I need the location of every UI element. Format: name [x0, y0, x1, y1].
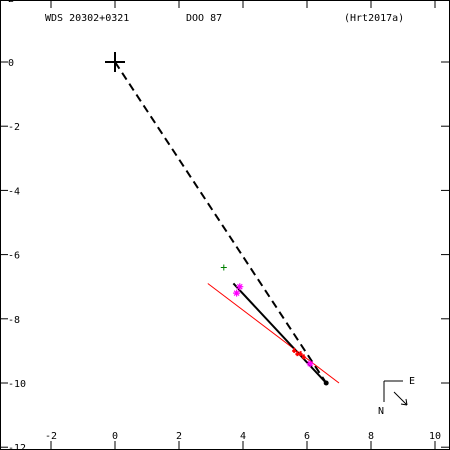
- solid-segment: [232, 282, 327, 384]
- dashed-line: [114, 61, 328, 384]
- endpoint-dot: [323, 380, 329, 386]
- early-measurement-point: [220, 264, 227, 271]
- compass-arrowhead-icon: [400, 398, 408, 406]
- y-tick-label: 0: [8, 58, 14, 69]
- y-tick-label: -4: [8, 186, 20, 197]
- y-tick-label: -2: [8, 122, 20, 133]
- fit-line: [207, 283, 340, 384]
- y-tick-label: -6: [8, 251, 20, 262]
- disc-label: DOO 87: [186, 13, 222, 24]
- measurement-point: [236, 283, 244, 291]
- compass-east-label: E: [409, 376, 415, 387]
- plot-marks: [105, 52, 340, 386]
- y-tick-label: 2: [8, 0, 14, 5]
- x-tick-label: 10: [429, 431, 441, 442]
- x-tick-label: 8: [368, 431, 374, 442]
- compass-north-label: N: [378, 406, 384, 417]
- y-tick-label: -8: [8, 315, 20, 326]
- recent-measurement-point: [298, 351, 303, 357]
- measurement-point: [306, 360, 314, 368]
- reference-label: (Hrt2017a): [344, 13, 404, 24]
- compass-motion-arrow: [393, 391, 408, 406]
- x-tick-label: -2: [45, 431, 57, 442]
- measurement-point: [233, 289, 241, 297]
- x-tick-label: 4: [240, 431, 246, 442]
- y-tick-label: -10: [8, 379, 26, 390]
- orientation-compass: E N: [378, 376, 415, 417]
- x-tick-label: 6: [304, 431, 310, 442]
- recent-measurement-point: [301, 354, 306, 360]
- wds-label: WDS 20302+0321: [45, 13, 129, 24]
- y-tick-label: -12: [8, 443, 26, 450]
- x-tick-label: 0: [112, 431, 118, 442]
- x-tick-label: 2: [176, 431, 182, 442]
- recent-measurement-point: [292, 347, 297, 353]
